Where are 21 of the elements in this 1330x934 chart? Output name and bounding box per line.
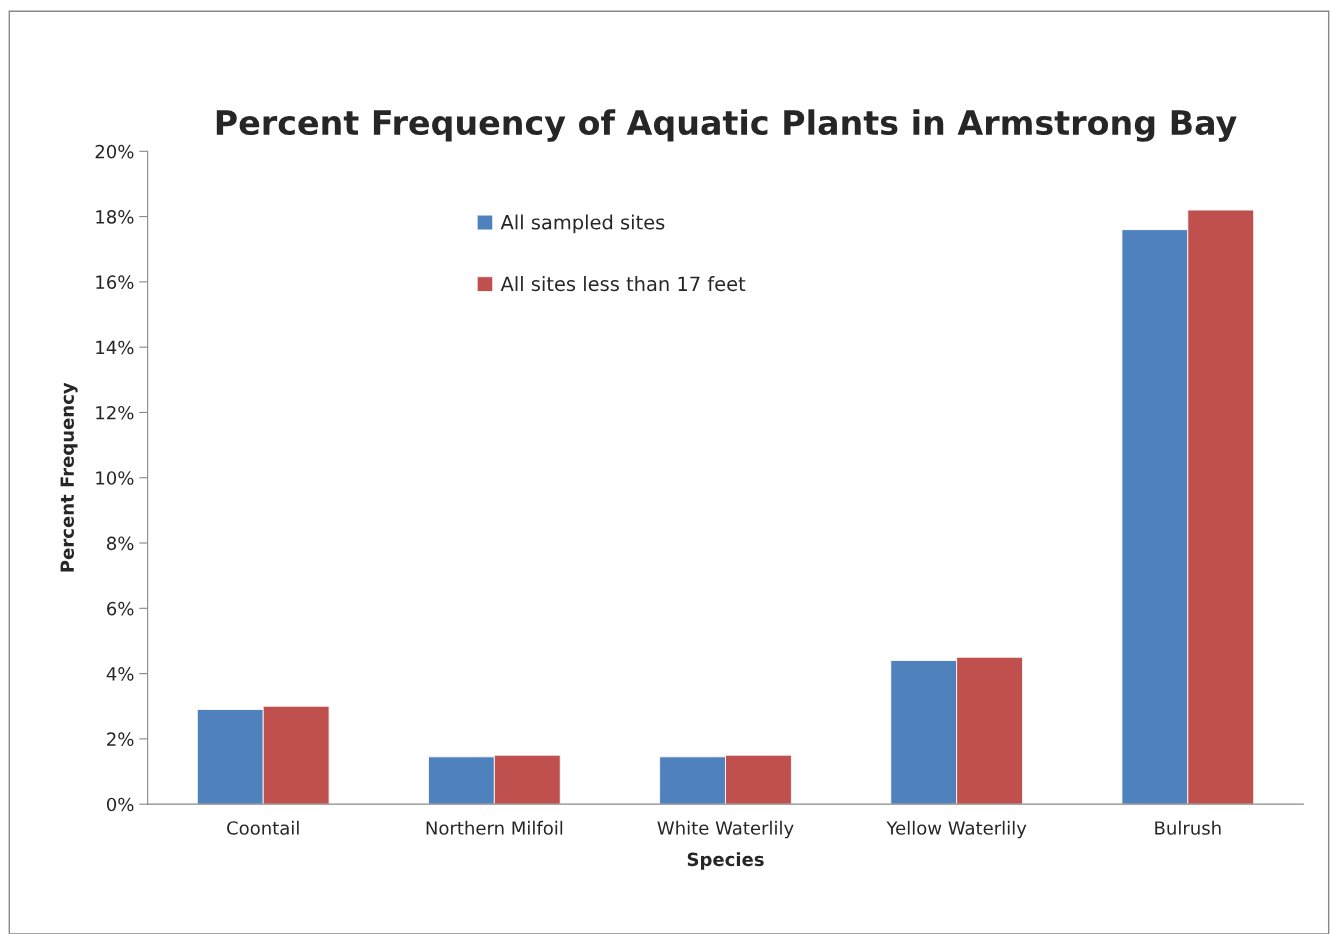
y-tick-label: 18% bbox=[96, 210, 134, 224]
y-tick-label: 12% bbox=[96, 405, 134, 420]
y-axis-title: Percent Frequency bbox=[60, 382, 78, 572]
y-tick-label: 6% bbox=[107, 601, 134, 616]
legend-label: All sampled sites bbox=[500, 214, 665, 234]
y-tick-label: 2% bbox=[107, 732, 134, 746]
y-tick-label: 14% bbox=[96, 340, 134, 355]
x-tick-label: Yellow Waterlily bbox=[886, 820, 1027, 839]
x-tick-label: Bulrush bbox=[1155, 820, 1221, 835]
legend-label: All sites less than 17 feet bbox=[500, 276, 746, 292]
x-tick-label: Coontail bbox=[227, 820, 299, 835]
y-tick-label: 16% bbox=[96, 275, 134, 289]
x-tick-label: White Waterlily bbox=[657, 820, 794, 839]
y-tick-label: 4% bbox=[106, 667, 134, 681]
y-tick-label: 8% bbox=[107, 536, 134, 551]
chart-title: Percent Frequency of Aquatic Plants in Armstrong Bay bbox=[216, 109, 1237, 142]
y-tick-label: 20% bbox=[95, 144, 134, 159]
x-axis-title: Species bbox=[687, 852, 764, 870]
y-tick-label: 0% bbox=[106, 797, 134, 812]
x-tick-label: Northern Milfoil bbox=[426, 820, 563, 835]
y-tick-label: 10% bbox=[96, 471, 134, 485]
